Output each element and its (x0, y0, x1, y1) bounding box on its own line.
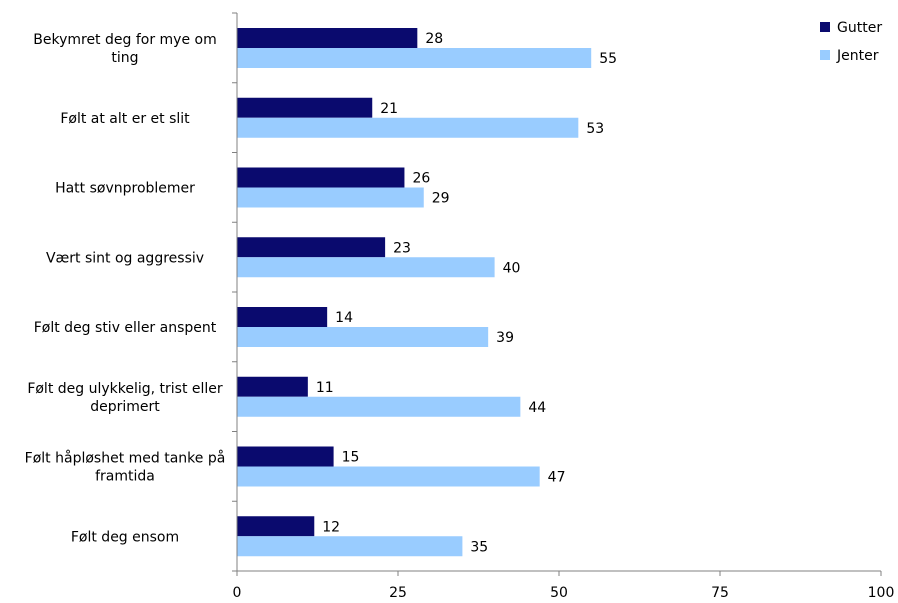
category-label-4: Følt deg stiv eller anspent (34, 320, 217, 336)
bar-gutter-2 (237, 167, 405, 188)
value-label-gutter-7: 12 (322, 519, 340, 535)
x-tick-label-2: 50 (550, 585, 568, 601)
legend-label-jenter: Jenter (836, 48, 879, 64)
bar-jenter-1 (237, 117, 579, 138)
bar-jenter-3 (237, 257, 495, 278)
x-tick-label-0: 0 (233, 585, 242, 601)
value-label-gutter-1: 21 (380, 101, 398, 117)
category-label-5: Følt deg ulykkelig, trist eller deprimert (27, 381, 223, 415)
value-label-gutter-2: 26 (412, 171, 430, 187)
bar-jenter-0 (237, 48, 592, 68)
value-label-gutter-0: 28 (425, 31, 443, 47)
value-label-jenter-0: 55 (599, 51, 617, 67)
bar-gutter-6 (237, 446, 334, 467)
value-label-gutter-3: 23 (393, 240, 411, 256)
bar-jenter-7 (237, 536, 463, 557)
bar-jenter-6 (237, 466, 540, 487)
legend-label-gutter: Gutter (837, 20, 882, 36)
value-label-jenter-5: 44 (528, 400, 546, 416)
value-label-jenter-4: 39 (496, 330, 514, 346)
value-label-jenter-2: 29 (432, 191, 450, 207)
bar-gutter-5 (237, 376, 308, 397)
bar-jenter-5 (237, 396, 521, 417)
category-label-1: Følt at alt er et slit (60, 111, 190, 127)
axes: Bekymret deg for mye om ting Følt at alt e… (25, 12, 895, 601)
x-tick-label-3: 75 (711, 585, 729, 601)
category-label-0: Bekymret deg for mye om ting (33, 32, 216, 66)
bar-gutter-1 (237, 97, 373, 118)
bar-gutter-4 (237, 307, 328, 327)
bar-jenter-2 (237, 187, 424, 208)
bar-jenter-4 (237, 327, 489, 347)
category-label-7: Følt deg ensom (71, 529, 179, 545)
category-label-2: Hatt søvnproblemer (55, 181, 195, 197)
value-label-jenter-1: 53 (586, 121, 604, 137)
legend-swatch-gutter (820, 22, 830, 32)
category-label-6: Følt håpløshet med tanke på framtida (25, 450, 226, 485)
legend: Gutter Jenter (820, 20, 882, 64)
legend-swatch-jenter (820, 50, 830, 60)
bar-gutter-0 (237, 28, 418, 48)
value-label-jenter-6: 47 (548, 470, 566, 486)
value-label-jenter-3: 40 (503, 260, 521, 276)
value-label-gutter-6: 15 (342, 450, 360, 466)
x-tick-label-1: 25 (389, 585, 407, 601)
value-label-jenter-7: 35 (470, 539, 488, 555)
x-tick-label-4: 100 (868, 585, 895, 601)
value-label-gutter-5: 11 (316, 380, 334, 396)
bar-gutter-7 (237, 516, 315, 537)
bar-gutter-3 (237, 237, 386, 258)
category-label-3: Vært sint og aggressiv (46, 250, 204, 266)
value-label-gutter-4: 14 (335, 310, 353, 326)
